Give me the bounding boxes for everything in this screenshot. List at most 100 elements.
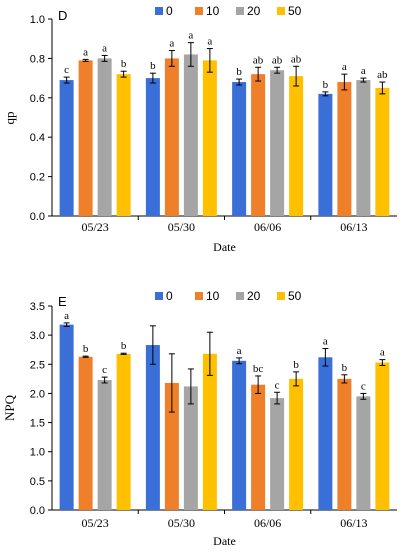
significance-letter: a: [207, 36, 212, 48]
legend-swatch: [155, 292, 163, 300]
significance-letter: b: [323, 79, 329, 91]
significance-letter: ab: [272, 54, 283, 66]
legend-swatch: [277, 292, 285, 300]
bar: [116, 74, 131, 216]
y-tick-label: 0.0: [30, 211, 45, 223]
bar: [318, 93, 333, 216]
significance-letter: a: [237, 345, 242, 357]
legend-swatch: [155, 7, 163, 15]
y-tick-label: 0.2: [30, 172, 45, 184]
y-tick-label: 1.0: [30, 14, 45, 26]
significance-letter: c: [102, 364, 107, 376]
x-tick-label: 06/06: [254, 220, 281, 234]
bar: [59, 80, 74, 216]
bar: [251, 384, 266, 510]
significance-letter: ab: [291, 53, 302, 65]
legend-label: 50: [288, 289, 302, 303]
y-tick-label: 0.5: [30, 476, 45, 488]
y-tick-label: 3.5: [30, 301, 45, 313]
x-tick-label: 05/23: [81, 220, 108, 234]
bar: [375, 87, 390, 216]
significance-letter: c: [275, 379, 280, 391]
significance-letter: a: [380, 347, 385, 359]
significance-letter: bc: [253, 363, 264, 375]
bar: [270, 398, 285, 510]
bar: [202, 353, 217, 510]
bar: [202, 60, 217, 217]
y-tick-label: 0.8: [30, 53, 45, 65]
significance-letter: a: [361, 65, 366, 77]
bar: [356, 396, 371, 510]
x-axis-label: Date: [213, 534, 236, 548]
bar: [337, 82, 352, 216]
bar: [97, 380, 112, 510]
significance-letter: a: [188, 30, 193, 42]
significance-letter: c: [64, 64, 69, 76]
significance-letter: c: [361, 380, 366, 392]
legend-swatch: [195, 7, 203, 15]
significance-letter: a: [83, 46, 88, 58]
y-tick-label: 2.0: [30, 388, 45, 400]
bar: [270, 70, 285, 216]
significance-letter: a: [342, 61, 347, 73]
bar: [375, 362, 390, 510]
y-tick-label: 0.4: [30, 132, 45, 144]
legend-swatch: [236, 292, 244, 300]
bar: [251, 74, 266, 216]
bar: [289, 378, 304, 510]
significance-letter: a: [169, 38, 174, 50]
y-axis-label: NPQ: [2, 394, 17, 421]
panel-label: D: [58, 8, 67, 23]
panel-label: E: [58, 294, 67, 309]
y-tick-label: 3.0: [30, 330, 45, 342]
bar: [232, 360, 247, 510]
legend-label: 0: [166, 4, 173, 18]
bar: [318, 357, 333, 510]
bar: [164, 58, 179, 217]
legend-label: 20: [247, 4, 261, 18]
x-tick-label: 05/30: [168, 220, 195, 234]
y-tick-label: 0.0: [30, 505, 45, 517]
bar: [116, 353, 131, 510]
bar: [145, 78, 160, 216]
legend-label: 50: [288, 4, 302, 18]
bar: [59, 324, 74, 510]
legend-label: 10: [206, 4, 220, 18]
significance-letter: a: [102, 42, 107, 54]
bar: [183, 386, 198, 510]
legend-swatch: [195, 292, 203, 300]
bar: [78, 356, 93, 510]
y-tick-label: 1.0: [30, 447, 45, 459]
legend-swatch: [236, 7, 244, 15]
x-tick-label: 06/13: [340, 220, 367, 234]
significance-letter: b: [236, 66, 242, 78]
significance-letter: b: [121, 340, 127, 352]
y-tick-label: 0.6: [30, 93, 45, 105]
significance-letter: b: [342, 362, 348, 374]
bar: [356, 80, 371, 216]
significance-letter: b: [121, 58, 127, 70]
y-tick-label: 1.5: [30, 418, 45, 430]
legend-label: 20: [247, 289, 261, 303]
legend-swatch: [277, 7, 285, 15]
legend-label: 10: [206, 289, 220, 303]
bar: [145, 345, 160, 510]
bar: [232, 82, 247, 216]
significance-letter: ab: [377, 69, 388, 81]
significance-letter: b: [293, 359, 299, 371]
bar: [289, 76, 304, 216]
x-tick-label: 05/30: [168, 516, 195, 530]
significance-letter: a: [64, 310, 69, 322]
bar: [183, 54, 198, 217]
bar: [78, 60, 93, 217]
x-axis-label: Date: [213, 240, 236, 254]
y-axis-label: qp: [2, 112, 17, 125]
significance-letter: b: [150, 60, 156, 72]
x-tick-label: 05/23: [81, 516, 108, 530]
bar: [164, 382, 179, 510]
significance-letter: b: [83, 343, 89, 355]
legend-label: 0: [166, 289, 173, 303]
bar: [97, 58, 112, 217]
